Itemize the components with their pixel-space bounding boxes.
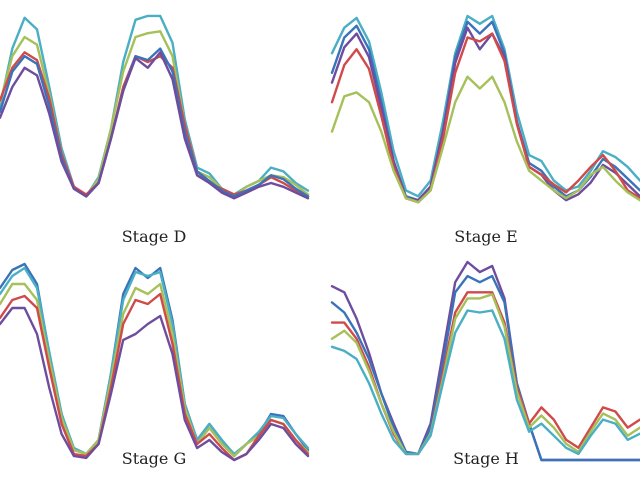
stage-d-series-4-line bbox=[0, 47, 310, 198]
stage-d-series-5-line bbox=[0, 51, 310, 200]
panel-stage-e bbox=[330, 14, 640, 204]
stage-d-series-2-line bbox=[0, 30, 310, 198]
panel-stage-h bbox=[330, 260, 640, 462]
stage-e-series-4-line bbox=[330, 32, 640, 204]
stage-g-series-4-line bbox=[0, 292, 310, 462]
stage-g-series-5-line bbox=[0, 306, 310, 462]
stage-h-series-3-line bbox=[330, 291, 640, 456]
stage-g-series-2-line bbox=[0, 266, 310, 456]
stage-e-series-5-line bbox=[330, 75, 640, 204]
stage-h-series-2-line bbox=[330, 274, 640, 462]
caption-stage-d: Stage D bbox=[122, 227, 187, 246]
stage-h-series-5-line bbox=[330, 309, 640, 456]
caption-stage-e: Stage E bbox=[454, 227, 517, 246]
panel-stage-d bbox=[0, 14, 310, 200]
stage-e-series-3-line bbox=[330, 26, 640, 202]
caption-stage-g: Stage G bbox=[122, 449, 187, 468]
stage-e-series-1-line bbox=[330, 14, 640, 198]
caption-stage-h: Stage H bbox=[453, 449, 519, 468]
panel-stage-g bbox=[0, 262, 310, 462]
stage-h-series-4-line bbox=[330, 293, 640, 456]
